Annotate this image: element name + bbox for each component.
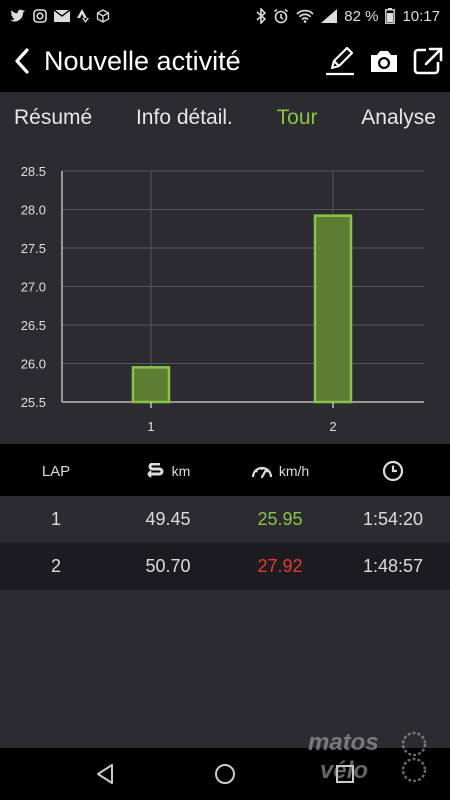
battery-icon bbox=[385, 8, 396, 24]
lap-distance: 50.70 bbox=[145, 556, 191, 576]
instagram-icon bbox=[33, 9, 47, 23]
header-distance: km bbox=[112, 463, 224, 479]
watermark-line1: matos bbox=[308, 729, 379, 756]
lap-number: 2 bbox=[50, 556, 61, 576]
system-status: 82 % 10:17 bbox=[256, 8, 440, 25]
lap-speed: 27.92 bbox=[257, 556, 303, 576]
back-button[interactable] bbox=[0, 32, 44, 90]
table-row[interactable]: 2 50.70 27.92 1:48:57 bbox=[0, 543, 450, 590]
notification-icons bbox=[10, 9, 110, 23]
lap-time: 1:48:57 bbox=[362, 556, 424, 576]
y-tick-label: 27.0 bbox=[21, 280, 46, 295]
lap-time: 1:54:20 bbox=[362, 509, 424, 529]
chevron-left-icon bbox=[15, 48, 29, 74]
share-button[interactable] bbox=[406, 32, 450, 90]
square-recents-icon bbox=[336, 765, 354, 783]
y-tick-label: 26.5 bbox=[21, 318, 46, 333]
share-external-icon bbox=[413, 47, 443, 75]
y-tick-label: 28.5 bbox=[21, 164, 46, 179]
tab-tour[interactable]: Tour bbox=[276, 106, 318, 129]
x-tick-label: 2 bbox=[329, 419, 336, 434]
bar-lap-2 bbox=[313, 214, 353, 404]
tab-info-detail[interactable]: Info détail. bbox=[135, 106, 233, 129]
road-distance-icon bbox=[146, 463, 164, 478]
circle-home-icon bbox=[215, 764, 235, 784]
clock: 10:17 bbox=[402, 7, 440, 25]
y-tick-label: 28.0 bbox=[21, 203, 46, 218]
twitter-icon bbox=[10, 9, 25, 22]
status-bar: 82 % 10:17 bbox=[0, 0, 450, 32]
mail-icon bbox=[54, 10, 70, 22]
camera-button[interactable] bbox=[362, 32, 406, 90]
laps-table-header: LAP km km/h bbox=[0, 446, 450, 496]
lap-distance: 49.45 bbox=[145, 509, 191, 529]
system-nav-bar bbox=[0, 748, 450, 800]
cube-icon bbox=[96, 9, 110, 23]
battery-percentage: 82 % bbox=[344, 7, 379, 25]
y-tick-label: 25.5 bbox=[21, 395, 46, 410]
bar-lap-1 bbox=[131, 366, 171, 404]
bluetooth-icon bbox=[256, 8, 267, 24]
lap-speed-chart: 25.5 26.0 26.5 27.0 27.5 28.0 28.5 1 2 bbox=[0, 144, 450, 444]
table-row[interactable]: 1 49.45 25.95 1:54:20 bbox=[0, 496, 450, 543]
alarm-icon bbox=[274, 8, 289, 24]
watermark-logo: matos vélo bbox=[308, 729, 427, 784]
signal-icon bbox=[321, 9, 338, 23]
triangle-back-icon bbox=[97, 764, 113, 784]
speedometer-icon bbox=[251, 466, 272, 479]
clock-icon bbox=[382, 460, 404, 482]
pencil-icon bbox=[326, 46, 354, 76]
header-lap-label: LAP bbox=[41, 462, 71, 480]
edit-button[interactable] bbox=[318, 32, 362, 90]
tab-resume[interactable]: Résumé bbox=[14, 106, 93, 129]
nav-back-button[interactable] bbox=[85, 754, 125, 794]
wifi-icon bbox=[296, 9, 314, 23]
header-speed: km/h bbox=[224, 463, 336, 479]
watermark-line2: vélo bbox=[320, 757, 368, 784]
header-lap: LAP bbox=[0, 463, 112, 480]
header-time bbox=[336, 460, 450, 482]
nav-home-button[interactable] bbox=[205, 754, 245, 794]
header-distance-unit: km bbox=[171, 463, 191, 479]
y-tick-label: 27.5 bbox=[21, 241, 46, 256]
header-speed-unit: km/h bbox=[278, 463, 310, 479]
y-tick-label: 26.0 bbox=[21, 357, 46, 372]
x-tick-label: 1 bbox=[147, 419, 154, 434]
camera-icon bbox=[371, 51, 397, 72]
laps-table: 1 49.45 25.95 1:54:20 2 50.70 27.92 1:48… bbox=[0, 496, 450, 748]
tab-analyse[interactable]: Analyse bbox=[361, 106, 436, 129]
lap-number: 1 bbox=[50, 509, 61, 529]
nav-recents-button[interactable] bbox=[325, 754, 365, 794]
strava-icon bbox=[77, 9, 89, 23]
page-title: Nouvelle activité bbox=[44, 45, 241, 76]
lap-speed: 25.95 bbox=[257, 509, 303, 529]
bar-chart: 25.5 26.0 26.5 27.0 27.5 28.0 28.5 1 2 bbox=[21, 164, 424, 434]
app-bar: Nouvelle activité bbox=[0, 32, 450, 90]
tab-bar: Résumé Info détail. Tour Analyse bbox=[0, 92, 450, 144]
